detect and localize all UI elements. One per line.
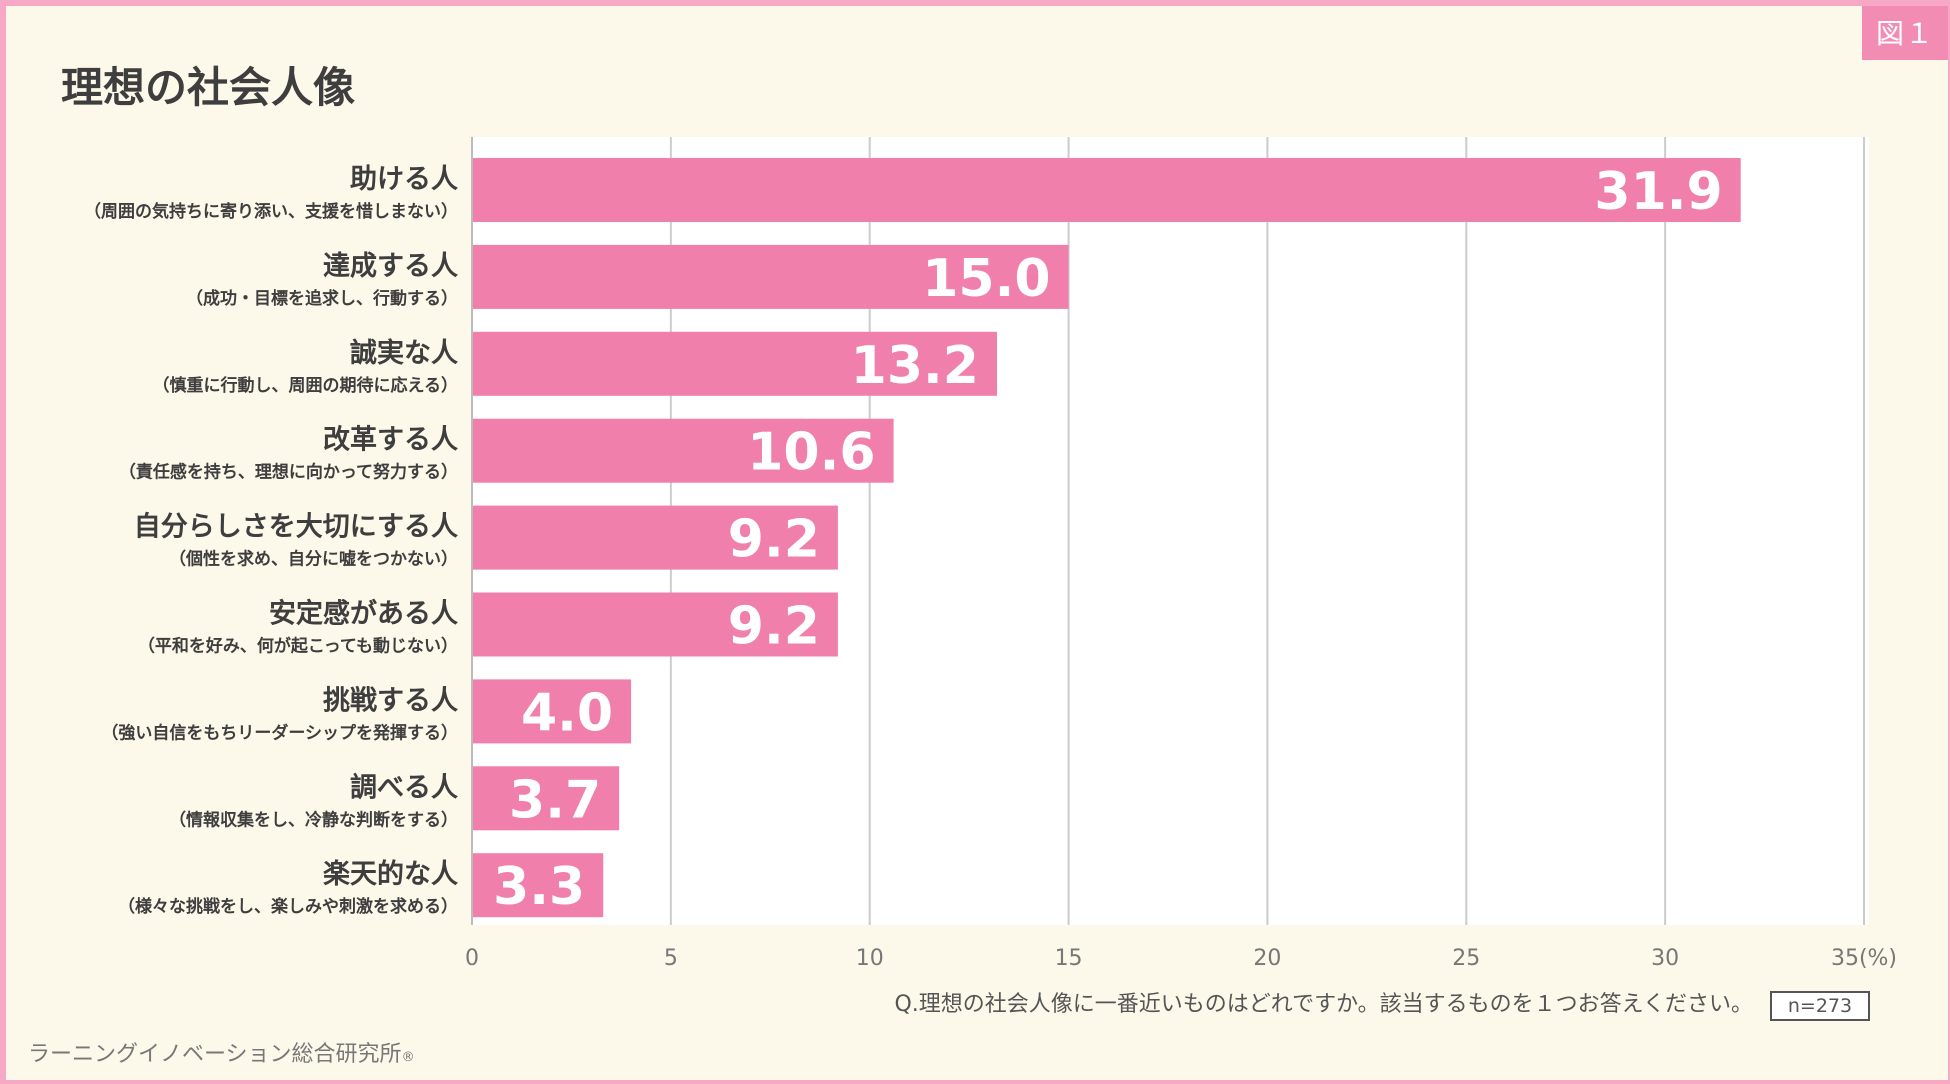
chart-title: 理想の社会人像 xyxy=(61,63,356,112)
x-tick-label: 25 xyxy=(1452,946,1480,971)
bar-value-label: 9.2 xyxy=(728,510,820,570)
x-tick-label: 10 xyxy=(856,946,884,971)
bar xyxy=(472,331,997,396)
sample-size-box: n=273 xyxy=(1770,991,1870,1021)
footer-org-name: ラーニングイノベーション総合研究所 xyxy=(28,1042,402,1067)
category-sublabel: （情報収集をし、冷静な判断をする） xyxy=(169,809,458,830)
x-tick-label: 0 xyxy=(465,946,479,971)
registered-mark: ® xyxy=(401,1050,415,1065)
category-label: 自分らしさを大切にする人 xyxy=(134,511,458,543)
bar xyxy=(472,244,1069,309)
category-sublabel: （平和を好み、何が起こっても動じない） xyxy=(138,636,458,657)
category-label: 挑戦する人 xyxy=(323,685,458,716)
bar-value-label: 3.7 xyxy=(509,770,601,830)
x-tick-label: 20 xyxy=(1253,946,1281,971)
bar-value-label: 3.3 xyxy=(493,857,585,917)
category-label: 誠実な人 xyxy=(350,337,458,369)
x-tick-label: 15 xyxy=(1055,946,1083,971)
category-sublabel: （個性を求め、自分に嘘をつかない） xyxy=(169,549,458,570)
footer-organization: ラーニングイノベーション総合研究所® xyxy=(28,1036,415,1068)
bar xyxy=(472,592,838,657)
bar xyxy=(472,679,632,744)
category-label: 調べる人 xyxy=(350,771,458,803)
bar-value-label: 4.0 xyxy=(521,683,613,743)
bar-value-label: 13.2 xyxy=(851,336,979,396)
x-tick-label: 35(%) xyxy=(1831,946,1897,971)
category-sublabel: （責任感を持ち、理想に向かって努力する） xyxy=(119,462,458,483)
category-sublabel: （強い自信をもちリーダーシップを発揮する） xyxy=(101,722,458,743)
survey-question: Q.理想の社会人像に一番近いものはどれですか。該当するものを１つお答えください。 xyxy=(894,992,1753,1017)
bar xyxy=(472,766,620,831)
bar-value-label: 31.9 xyxy=(1594,162,1722,222)
bar-value-label: 9.2 xyxy=(728,597,820,657)
bar xyxy=(472,158,1741,222)
x-tick-label: 30 xyxy=(1651,946,1679,971)
bar xyxy=(472,418,894,483)
category-sublabel: （成功・目標を追求し、行動する） xyxy=(186,288,458,309)
category-label: 達成する人 xyxy=(323,251,458,282)
category-sublabel: （様々な挑戦をし、楽しみや刺激を求める） xyxy=(118,896,458,917)
category-label: 楽天的な人 xyxy=(323,858,458,890)
bar xyxy=(472,853,604,918)
bar-value-label: 15.0 xyxy=(922,249,1050,309)
category-label: 改革する人 xyxy=(323,425,458,456)
category-label: 助ける人 xyxy=(350,164,458,195)
category-sublabel: （慎重に行動し、周囲の期待に応える） xyxy=(153,375,459,396)
bar xyxy=(472,505,838,570)
x-tick-label: 5 xyxy=(664,946,678,971)
figure-label-badge: 図１ xyxy=(1861,6,1948,60)
bar-value-label: 10.6 xyxy=(747,423,875,483)
category-sublabel: （周囲の気持ちに寄り添い、支援を惜しまない） xyxy=(84,201,458,222)
category-label: 安定感がある人 xyxy=(269,598,458,630)
